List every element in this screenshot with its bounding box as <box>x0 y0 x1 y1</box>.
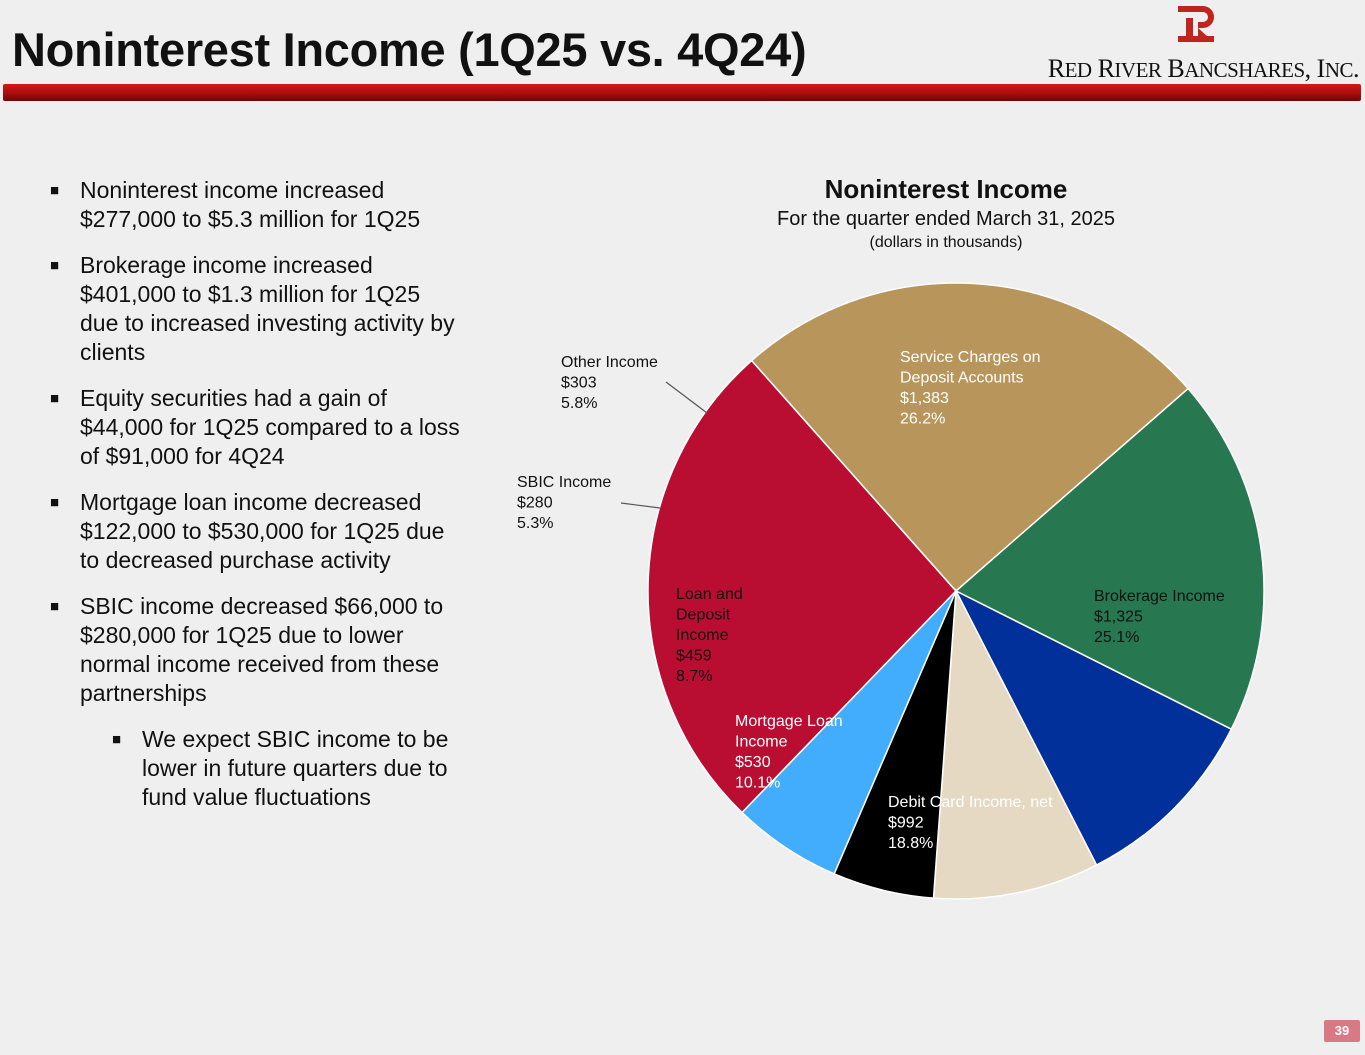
data-label-other-income: Other Income $303 5.8% <box>561 354 658 412</box>
leader-line-sbic-income <box>620 502 661 509</box>
pie-slice-service-charges-on-deposit-accounts <box>647 359 958 814</box>
chart-subtitle: For the quarter ended March 31, 2025 <box>777 208 1115 230</box>
pie-slice-loan-and-deposit-income <box>932 588 1098 900</box>
bullet-item: Noninterest income increased $277,000 to… <box>50 176 460 234</box>
pie-slice-mortgage-loan-income <box>954 589 1233 867</box>
data-label-sbic-income: SBIC Income $280 5.3% <box>517 474 611 532</box>
pie-slice-brokerage-income <box>750 282 1190 593</box>
data-label-mortgage-loan-income: Mortgage Loan Income $530 10.1% <box>735 713 843 792</box>
bullet-item: Mortgage loan income decreased $122,000 … <box>50 488 460 575</box>
page-title: Noninterest Income (1Q25 vs. 4Q24) <box>12 23 807 76</box>
chart-title: Noninterest Income <box>824 174 1068 204</box>
page-number: 39 <box>1324 1020 1360 1042</box>
bullet-item: SBIC income decreased $66,000 to $280,00… <box>50 592 460 708</box>
leader-line-other-income <box>665 381 708 414</box>
chart-note: (dollars in thousands) <box>869 234 1023 251</box>
bullet-list: Noninterest income increased $277,000 to… <box>50 176 460 829</box>
data-label-loan-and-deposit-income: Loan and Deposit Income $459 8.7% <box>676 586 743 685</box>
company-logo-text: RED RIVER BANCSHARES, INC. <box>1047 54 1360 83</box>
data-label-service-charges-on-deposit-accounts: Service Charges on Deposit Accounts $1,383… <box>900 349 1041 428</box>
header-divider <box>3 84 1361 101</box>
data-label-brokerage-income: Brokerage Income $1,325 25.1% <box>1094 588 1225 646</box>
sub-bullet-item: We expect SBIC income to be lower in fut… <box>112 725 460 812</box>
company-logo-icon <box>1178 6 1214 42</box>
bullet-item: Brokerage income increased $401,000 to $… <box>50 251 460 367</box>
pie-slice-debit-card-income-net <box>954 387 1265 731</box>
bullet-item: Equity securities had a gain of $44,000 … <box>50 384 460 471</box>
data-label-debit-card-income-net: Debit Card Income, net $992 18.8% <box>888 794 1053 852</box>
pie-slice-other-income <box>740 590 957 875</box>
